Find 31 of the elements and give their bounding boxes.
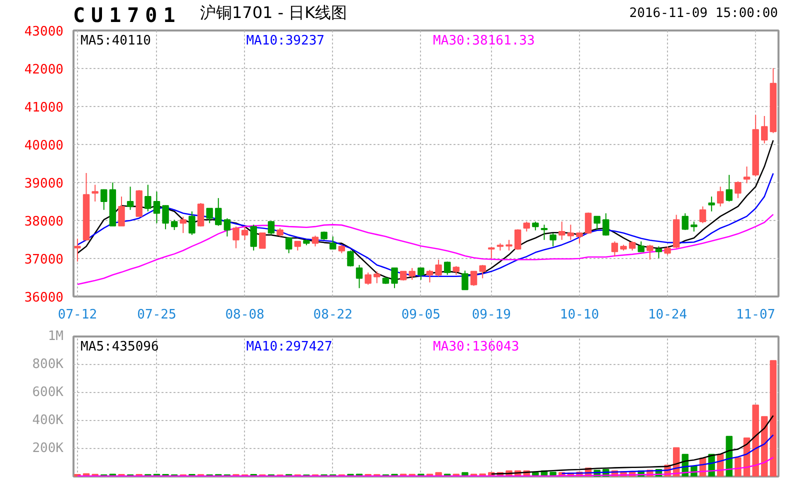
text: MA5:435096 — [80, 340, 159, 354]
y-tick-label: 400K — [32, 413, 64, 428]
y-tick-label: 39000 — [24, 176, 64, 192]
y-tick-label: 41000 — [24, 100, 64, 116]
x-tick-label: 07-12 — [58, 308, 98, 322]
y-tick-label: 43000 — [24, 24, 64, 40]
x-tick-label: 10-24 — [648, 308, 688, 322]
text: MA30:136043 — [433, 340, 520, 354]
y-tick-label: 37000 — [24, 252, 64, 268]
x-tick-label: 07-25 — [137, 308, 176, 322]
y-tick-label: 40000 — [24, 138, 64, 154]
text: MA30:38161.33 — [433, 34, 535, 48]
x-tick-label: 10-10 — [560, 308, 600, 322]
y-tick-label: 600K — [32, 385, 64, 400]
text: MA10:297427 — [246, 340, 332, 354]
x-tick-label: 08-22 — [313, 308, 352, 322]
y-tick-label: 36000 — [24, 290, 64, 306]
text: 2016-11-09 15:00:00 — [629, 5, 778, 23]
y-tick-label: 42000 — [24, 62, 64, 78]
x-tick-label: 08-08 — [225, 308, 264, 322]
y-tick-label: 800K — [32, 357, 64, 372]
x-tick-label: 09-19 — [472, 308, 511, 322]
y-tick-label: 1M — [48, 329, 64, 344]
x-tick-label: 09-05 — [401, 308, 441, 322]
text: MA5:40110 — [80, 34, 152, 48]
chart-title: CU1701 — [73, 2, 182, 29]
x-tick-label: 11-07 — [736, 308, 776, 322]
y-tick-label: 200K — [32, 441, 64, 456]
text: MA10:39237 — [246, 34, 325, 48]
chart-subtitle: 沪铜1701 - 日K线图 — [200, 2, 348, 24]
y-tick-label: 38000 — [24, 214, 64, 230]
